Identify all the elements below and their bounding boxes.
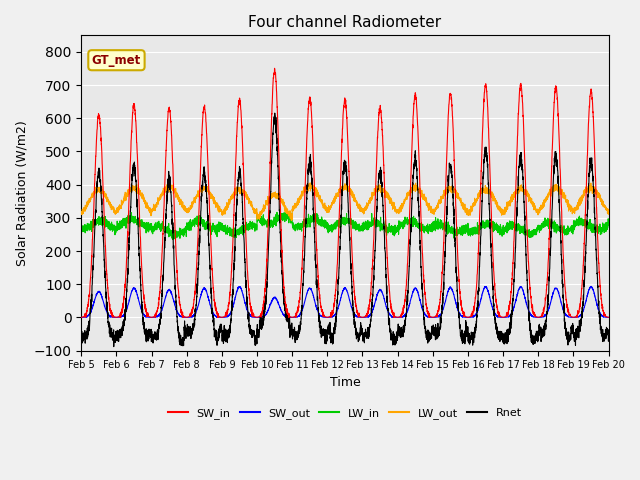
Legend: SW_in, SW_out, LW_in, LW_out, Rnet: SW_in, SW_out, LW_in, LW_out, Rnet (163, 404, 527, 423)
X-axis label: Time: Time (330, 376, 360, 389)
Title: Four channel Radiometer: Four channel Radiometer (248, 15, 442, 30)
Text: GT_met: GT_met (92, 54, 141, 67)
Y-axis label: Solar Radiation (W/m2): Solar Radiation (W/m2) (15, 120, 28, 266)
